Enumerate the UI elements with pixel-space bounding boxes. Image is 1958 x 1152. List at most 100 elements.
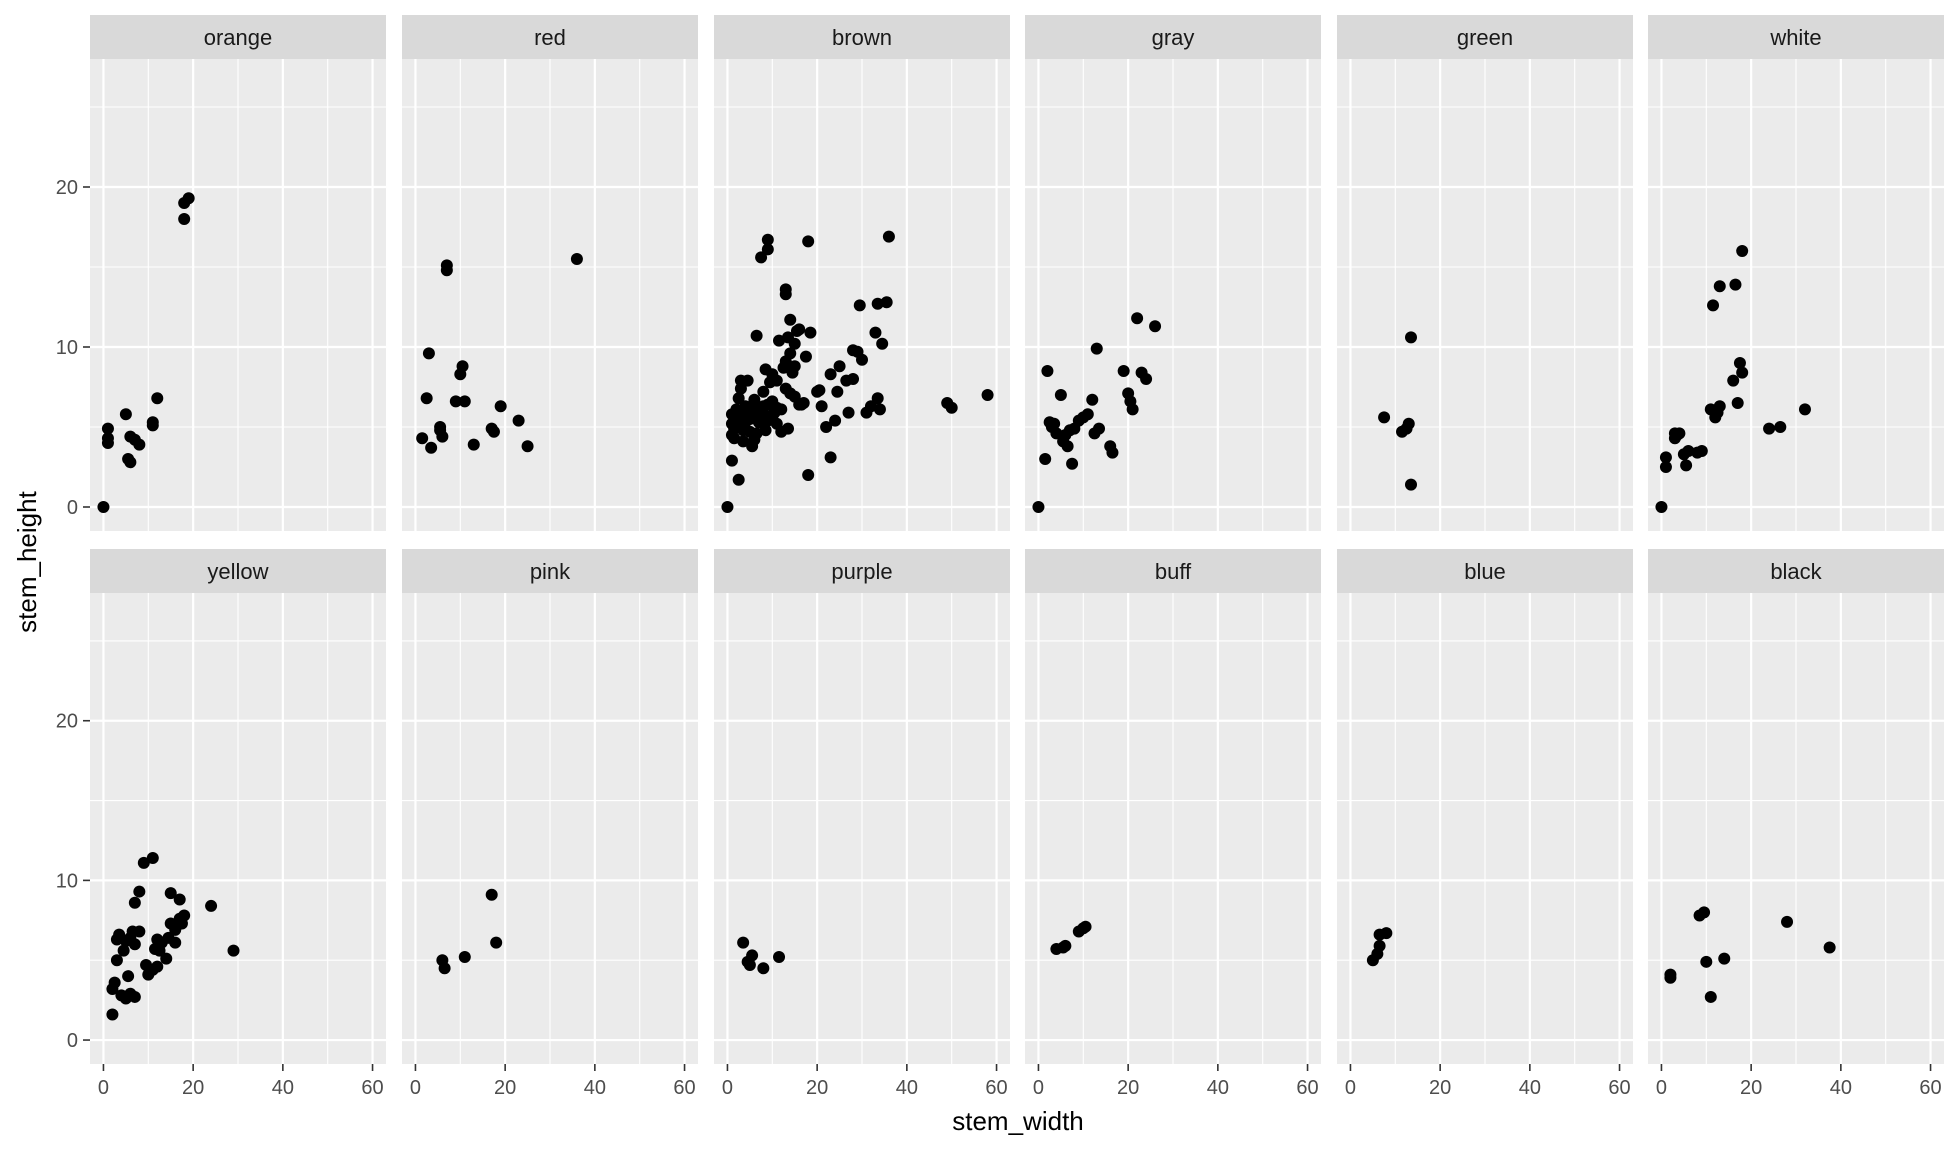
data-point	[802, 469, 815, 481]
data-point	[227, 944, 240, 957]
data-point	[847, 373, 860, 385]
data-point	[97, 501, 110, 513]
facet-panel-blue: blue 0 20 40 60	[1337, 549, 1633, 1099]
data-point	[1039, 453, 1052, 465]
data-point	[945, 401, 958, 414]
data-point	[1727, 374, 1740, 387]
data-point	[1050, 427, 1063, 440]
data-point	[1707, 299, 1720, 312]
data-point	[458, 395, 471, 408]
x-tick-label: 20	[806, 1077, 828, 1099]
data-point	[748, 393, 761, 406]
data-point	[871, 392, 884, 405]
data-point	[799, 350, 812, 363]
data-point	[1659, 461, 1672, 473]
data-point	[467, 438, 480, 451]
data-point	[757, 962, 770, 975]
facet-panel-yellow: yellow 0 20 40 60 0 10 20	[56, 549, 386, 1099]
data-point	[106, 1008, 119, 1021]
data-point	[124, 456, 137, 469]
data-point	[1781, 915, 1794, 928]
facet-strip-label: purple	[831, 559, 892, 584]
facet-strip-label: yellow	[207, 559, 268, 584]
y-tick-label: 20	[56, 177, 78, 199]
data-point	[458, 951, 471, 964]
x-tick-label: 60	[1608, 1077, 1630, 1099]
facet-strip	[1025, 15, 1321, 59]
data-point	[1729, 278, 1742, 291]
x-tick-label: 0	[722, 1077, 733, 1099]
data-point	[1405, 478, 1417, 491]
data-point	[1041, 365, 1054, 377]
data-point	[833, 360, 846, 373]
data-point	[178, 213, 191, 225]
data-point	[793, 323, 806, 336]
data-point	[108, 976, 121, 989]
data-point	[788, 360, 801, 373]
data-point	[178, 909, 191, 922]
data-point	[1373, 939, 1386, 952]
data-point	[873, 403, 886, 416]
data-point	[757, 385, 770, 398]
y-tick-label: 0	[67, 497, 78, 519]
data-point	[487, 425, 500, 438]
data-point	[737, 435, 750, 448]
data-point	[434, 421, 447, 433]
data-point	[1131, 312, 1144, 325]
x-tick-label: 20	[1117, 1077, 1139, 1099]
data-point	[1402, 417, 1415, 430]
data-point	[128, 938, 141, 951]
data-point	[750, 329, 763, 342]
data-point	[1718, 952, 1731, 965]
data-point	[1798, 403, 1811, 416]
data-point	[494, 400, 507, 413]
data-point	[779, 283, 792, 296]
data-point	[173, 893, 186, 906]
data-point	[1405, 331, 1417, 344]
data-point	[1680, 459, 1693, 472]
x-tick-label: 20	[1429, 1077, 1451, 1099]
data-point	[151, 960, 164, 973]
data-point	[1048, 417, 1061, 430]
data-point	[1079, 920, 1092, 933]
data-point	[775, 403, 788, 416]
y-tick-label: 10	[56, 870, 78, 892]
data-point	[1700, 955, 1713, 968]
data-point	[1093, 422, 1105, 435]
x-tick-label: 0	[1345, 1077, 1356, 1099]
data-point	[797, 397, 810, 409]
y-tick-label: 20	[56, 711, 78, 733]
data-point	[741, 374, 754, 387]
data-point	[119, 408, 132, 421]
data-point	[1704, 990, 1717, 1003]
y-axis-title: stem_height	[12, 490, 42, 632]
data-point	[169, 936, 182, 949]
y-tick-label: 0	[67, 1030, 78, 1052]
data-point	[842, 406, 855, 419]
facet-strip-label: brown	[832, 25, 892, 50]
data-point	[1140, 373, 1153, 385]
data-point	[1655, 501, 1668, 513]
data-point	[1066, 457, 1079, 470]
x-tick-label: 60	[985, 1077, 1007, 1099]
data-point	[1682, 445, 1695, 457]
facet-strip	[1025, 549, 1321, 593]
data-point	[490, 936, 503, 949]
y-tick-label: 10	[56, 337, 78, 359]
data-point	[1090, 342, 1103, 355]
data-point	[570, 253, 583, 265]
x-tick-label: 20	[494, 1077, 516, 1099]
data-point	[1733, 357, 1746, 369]
facet-strip	[1337, 549, 1633, 593]
facet-strip-label: pink	[530, 559, 571, 584]
data-point	[1081, 408, 1094, 421]
x-tick-label: 40	[1830, 1077, 1852, 1099]
data-point	[871, 297, 884, 310]
data-point	[416, 432, 429, 445]
data-point	[1695, 445, 1708, 457]
data-point	[133, 885, 146, 898]
data-point	[1731, 397, 1744, 409]
data-point	[732, 473, 745, 486]
data-point	[1774, 421, 1787, 433]
data-point	[788, 337, 801, 350]
